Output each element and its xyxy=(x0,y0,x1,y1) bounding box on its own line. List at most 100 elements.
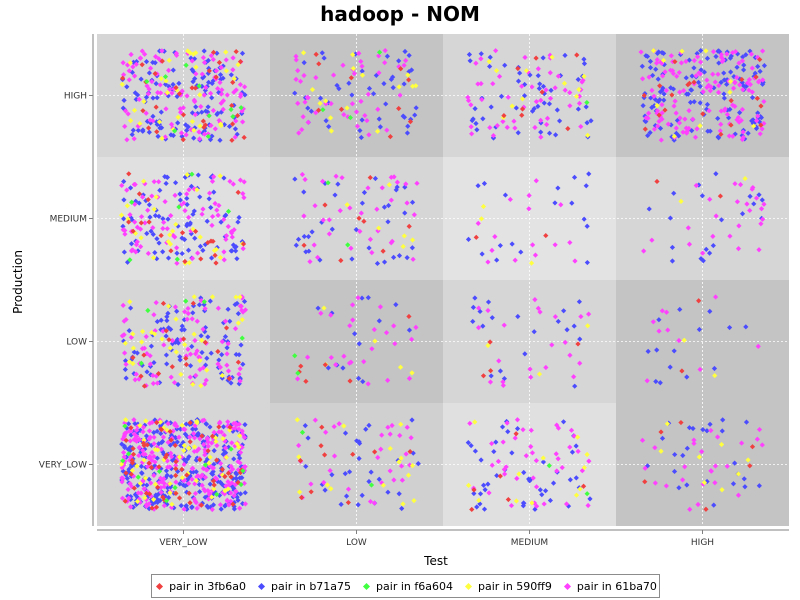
data-point-590ff9 xyxy=(519,96,526,102)
data-point-61ba70 xyxy=(677,115,683,121)
data-point-b71a75 xyxy=(651,103,657,109)
data-point-3fb6a0 xyxy=(200,118,206,124)
data-point-3fb6a0 xyxy=(192,228,199,234)
data-point-61ba70 xyxy=(211,429,217,435)
data-point-61ba70 xyxy=(351,71,357,77)
data-point-61ba70 xyxy=(724,463,730,469)
data-point-61ba70 xyxy=(349,101,356,107)
data-point-61ba70 xyxy=(496,358,502,364)
data-point-3fb6a0 xyxy=(298,494,305,501)
data-point-b71a75 xyxy=(487,63,493,70)
data-point-590ff9 xyxy=(413,83,419,89)
data-point-b71a75 xyxy=(718,79,724,86)
data-point-b71a75 xyxy=(190,303,197,309)
data-point-61ba70 xyxy=(379,480,385,486)
data-point-61ba70 xyxy=(192,99,198,105)
data-point-3fb6a0 xyxy=(123,437,129,444)
data-point-61ba70 xyxy=(533,484,540,490)
data-point-b71a75 xyxy=(177,426,184,432)
data-point-590ff9 xyxy=(141,178,147,184)
data-point-590ff9 xyxy=(296,454,302,460)
data-point-61ba70 xyxy=(221,216,227,223)
data-point-b71a75 xyxy=(305,234,312,240)
data-point-61ba70 xyxy=(169,454,175,460)
legend-swatch xyxy=(464,582,473,590)
data-point-61ba70 xyxy=(552,85,558,91)
data-point-b71a75 xyxy=(677,306,683,313)
data-point-b71a75 xyxy=(153,81,159,87)
data-point-61ba70 xyxy=(201,486,207,492)
data-point-590ff9 xyxy=(374,128,381,134)
data-point-b71a75 xyxy=(757,68,763,74)
data-point-b71a75 xyxy=(359,200,365,206)
data-point-b71a75 xyxy=(396,491,402,497)
data-point-b71a75 xyxy=(211,189,217,195)
data-point-61ba70 xyxy=(739,58,746,64)
data-point-590ff9 xyxy=(509,103,515,109)
data-point-b71a75 xyxy=(179,327,185,333)
data-point-590ff9 xyxy=(207,454,213,460)
data-point-b71a75 xyxy=(756,192,762,198)
data-point-61ba70 xyxy=(230,67,236,73)
data-point-b71a75 xyxy=(308,108,314,114)
data-point-3fb6a0 xyxy=(176,91,183,97)
data-point-b71a75 xyxy=(704,478,710,485)
data-point-3fb6a0 xyxy=(212,252,218,258)
data-point-3fb6a0 xyxy=(189,85,195,91)
data-point-f6a604 xyxy=(122,423,128,429)
data-point-61ba70 xyxy=(301,213,307,219)
data-point-61ba70 xyxy=(137,226,144,232)
data-point-590ff9 xyxy=(134,463,140,469)
data-point-b71a75 xyxy=(216,357,222,363)
data-point-61ba70 xyxy=(192,481,198,487)
data-point-61ba70 xyxy=(231,421,237,427)
data-point-b71a75 xyxy=(402,184,408,190)
data-point-b71a75 xyxy=(564,327,570,333)
data-point-61ba70 xyxy=(178,337,184,343)
data-point-b71a75 xyxy=(661,97,667,103)
data-point-b71a75 xyxy=(128,496,134,502)
data-point-3fb6a0 xyxy=(141,442,147,449)
data-point-61ba70 xyxy=(547,52,553,58)
data-point-b71a75 xyxy=(205,465,211,471)
data-point-61ba70 xyxy=(124,187,130,193)
data-point-b71a75 xyxy=(728,69,734,75)
data-point-b71a75 xyxy=(669,134,675,140)
data-point-61ba70 xyxy=(358,58,364,65)
data-point-61ba70 xyxy=(139,48,145,54)
data-point-61ba70 xyxy=(189,58,195,64)
data-point-b71a75 xyxy=(121,249,127,255)
data-point-590ff9 xyxy=(476,497,482,503)
data-point-61ba70 xyxy=(575,448,581,454)
data-point-b71a75 xyxy=(521,469,527,476)
data-point-61ba70 xyxy=(172,192,178,198)
data-point-3fb6a0 xyxy=(575,341,581,347)
data-point-590ff9 xyxy=(141,437,147,443)
data-point-b71a75 xyxy=(184,221,190,227)
data-point-b71a75 xyxy=(472,106,478,112)
data-point-61ba70 xyxy=(136,444,142,451)
data-point-3fb6a0 xyxy=(130,355,136,361)
data-point-b71a75 xyxy=(160,216,166,222)
data-point-590ff9 xyxy=(119,81,125,88)
data-point-61ba70 xyxy=(586,458,592,464)
data-point-61ba70 xyxy=(735,492,742,498)
data-point-590ff9 xyxy=(175,114,181,120)
data-point-61ba70 xyxy=(119,479,125,485)
data-point-61ba70 xyxy=(748,51,754,57)
data-point-61ba70 xyxy=(205,443,211,449)
data-point-590ff9 xyxy=(678,198,684,204)
data-point-b71a75 xyxy=(571,174,578,180)
data-point-590ff9 xyxy=(327,115,334,121)
data-point-3fb6a0 xyxy=(642,479,648,485)
data-point-b71a75 xyxy=(135,127,141,133)
data-point-590ff9 xyxy=(350,52,356,58)
data-point-61ba70 xyxy=(330,72,337,78)
data-point-b71a75 xyxy=(643,118,649,125)
data-point-3fb6a0 xyxy=(574,52,580,58)
data-point-3fb6a0 xyxy=(505,496,511,503)
data-point-61ba70 xyxy=(656,118,662,124)
data-point-b71a75 xyxy=(652,96,658,102)
data-point-3fb6a0 xyxy=(515,65,521,72)
data-point-61ba70 xyxy=(567,444,573,450)
